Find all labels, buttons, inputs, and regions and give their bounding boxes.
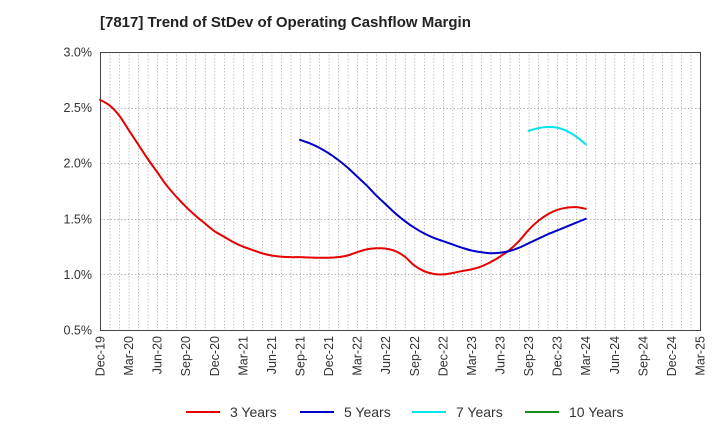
x-tick-label: Dec-19 xyxy=(94,336,108,376)
legend-label: 10 Years xyxy=(569,404,624,420)
x-tick-label: Mar-21 xyxy=(236,336,250,376)
x-tick-label: Mar-24 xyxy=(579,336,593,376)
legend-item: 3 Years xyxy=(186,404,277,420)
legend-label: 5 Years xyxy=(344,404,391,420)
y-tick-label: 2.5% xyxy=(64,101,93,115)
y-tick-label: 1.0% xyxy=(64,268,93,282)
chart-title: [7817] Trend of StDev of Operating Cashf… xyxy=(100,14,471,31)
x-tick-label: Mar-23 xyxy=(465,336,479,376)
x-tick-label: Dec-24 xyxy=(665,336,679,376)
series-line-7-years xyxy=(527,126,587,146)
plot-area xyxy=(100,52,700,330)
x-tick-label: Mar-20 xyxy=(122,336,136,376)
chart-legend: 3 Years 5 Years 7 Years 10 Years xyxy=(0,404,720,428)
legend-swatch xyxy=(186,411,220,413)
y-tick-label: 2.0% xyxy=(64,157,93,171)
series-line-3-years xyxy=(99,98,587,276)
x-tick-label: Sep-20 xyxy=(179,336,193,376)
plot-frame xyxy=(100,52,701,331)
x-tick-label: Jun-23 xyxy=(494,336,508,374)
x-tick-label: Jun-21 xyxy=(265,336,279,374)
x-tick-label: Sep-24 xyxy=(636,336,650,376)
y-tick-label: 1.5% xyxy=(64,212,93,226)
legend-item: 5 Years xyxy=(300,404,391,420)
series-line-5-years xyxy=(299,138,587,255)
legend-label: 7 Years xyxy=(456,404,503,420)
y-tick-label: 3.0% xyxy=(64,46,93,60)
legend-swatch xyxy=(300,411,334,413)
x-tick-label: Mar-22 xyxy=(351,336,365,376)
x-tick-label: Jun-24 xyxy=(608,336,622,374)
x-tick-label: Dec-21 xyxy=(322,336,336,376)
x-tick-label: Dec-22 xyxy=(436,336,450,376)
x-tick-label: Sep-22 xyxy=(408,336,422,376)
legend-label: 3 Years xyxy=(230,404,277,420)
legend-item: 10 Years xyxy=(525,404,624,420)
legend-swatch xyxy=(525,411,559,413)
legend-item: 7 Years xyxy=(412,404,503,420)
x-tick-label: Mar-25 xyxy=(694,336,708,376)
x-tick-label: Jun-20 xyxy=(151,336,165,374)
y-tick-label: 0.5% xyxy=(64,324,93,338)
x-tick-label: Dec-20 xyxy=(208,336,222,376)
x-tick-label: Sep-23 xyxy=(522,336,536,376)
x-tick-label: Sep-21 xyxy=(294,336,308,376)
x-tick-label: Dec-23 xyxy=(551,336,565,376)
legend-swatch xyxy=(412,411,446,413)
x-tick-label: Jun-22 xyxy=(379,336,393,374)
